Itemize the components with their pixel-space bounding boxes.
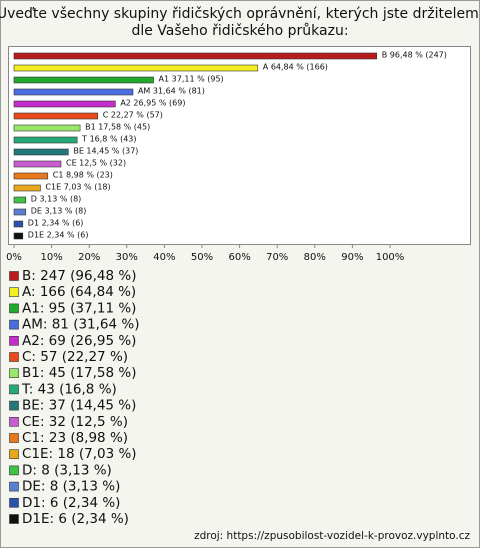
bar — [13, 148, 69, 156]
bar — [13, 232, 24, 240]
value-label: T 16,8 % (43) — [81, 135, 136, 144]
x-tick-label: 90% — [341, 252, 363, 263]
bar — [13, 220, 24, 228]
legend-label: B: 247 (96,48 %) — [22, 268, 136, 284]
legend-swatch — [9, 433, 19, 443]
value-label: B1 17,58 % (45) — [85, 123, 150, 132]
legend-label: D1E: 6 (2,34 %) — [22, 511, 129, 527]
bar — [13, 112, 99, 120]
legend-swatch — [9, 368, 19, 379]
chart-title: Uveďte všechny skupiny řidičských oprávn… — [0, 6, 480, 22]
chart-title: dle Vašeho řidičského průkazu: — [131, 23, 348, 39]
value-label: C 22,27 % (57) — [103, 111, 163, 120]
x-tick-label: 80% — [304, 252, 326, 263]
legend-label: C1: 23 (8,98 %) — [22, 430, 128, 446]
legend-swatch — [9, 335, 19, 346]
value-label: C1E 7,03 % (18) — [45, 183, 110, 192]
legend-swatch — [9, 497, 19, 508]
legend-swatch — [9, 271, 19, 281]
value-label: A2 26,95 % (69) — [120, 99, 185, 108]
legend-label: C: 57 (22,27 %) — [22, 349, 128, 365]
bar — [13, 76, 154, 84]
legend-swatch — [9, 287, 19, 298]
legend-label: DE: 8 (3,13 %) — [22, 479, 120, 495]
legend-label: B1: 45 (17,58 %) — [22, 365, 136, 381]
legend-label: D1: 6 (2,34 %) — [22, 495, 120, 511]
x-tick-label: 70% — [266, 252, 288, 263]
bar — [13, 100, 116, 108]
legend-swatch — [9, 465, 19, 476]
value-label: D1E 2,34 % (6) — [28, 231, 89, 240]
bar — [13, 172, 49, 180]
bar — [13, 208, 27, 216]
bar — [13, 88, 134, 96]
x-tick-label: 30% — [116, 252, 138, 263]
legend-swatch — [9, 514, 19, 524]
legend-label: BE: 37 (14,45 %) — [22, 398, 136, 414]
x-tick-label: 40% — [153, 252, 175, 263]
source: zdroj: https://zpusobilost-vozidel-k-pro… — [194, 530, 470, 542]
value-label: D 3,13 % (8) — [31, 195, 82, 204]
legend-label: A1: 95 (37,11 %) — [22, 300, 136, 316]
legend-swatch — [9, 352, 19, 362]
bar — [13, 196, 27, 204]
bar — [13, 136, 78, 144]
legend-swatch — [9, 384, 19, 395]
x-tick-label: 60% — [228, 252, 250, 263]
x-tick-label: 10% — [40, 252, 62, 263]
legend-swatch — [9, 416, 19, 427]
x-tick-label: 100% — [376, 252, 405, 263]
legend-label: D: 8 (3,13 %) — [22, 462, 112, 478]
legend-swatch — [9, 481, 19, 492]
bar — [13, 64, 259, 72]
value-label: CE 12,5 % (32) — [66, 159, 126, 168]
value-label: A 64,84 % (166) — [263, 63, 328, 72]
legend-label: A2: 69 (26,95 %) — [22, 333, 136, 349]
value-label: DE 3,13 % (8) — [31, 207, 87, 216]
x-tick-label: 50% — [191, 252, 213, 263]
bar — [13, 52, 378, 60]
value-label: A1 37,11 % (95) — [159, 75, 224, 84]
value-label: AM 31,64 % (81) — [138, 87, 205, 96]
legend-swatch — [9, 449, 19, 460]
legend-label: A: 166 (64,84 %) — [22, 284, 136, 300]
legend-swatch — [9, 400, 19, 411]
legend-label: C1E: 18 (7,03 %) — [22, 446, 137, 462]
bar — [13, 124, 81, 132]
legend-swatch — [9, 303, 19, 314]
value-label: C1 8,98 % (23) — [53, 171, 113, 180]
legend-label: T: 43 (16,8 %) — [21, 381, 117, 397]
x-tick-label: 0% — [6, 252, 22, 263]
value-label: BE 14,45 % (37) — [73, 147, 138, 156]
bar — [13, 184, 41, 192]
x-tick-label: 20% — [78, 252, 100, 263]
bar — [13, 160, 62, 168]
legend-swatch — [9, 319, 19, 330]
legend-label: CE: 32 (12,5 %) — [22, 414, 128, 430]
value-label: B 96,48 % (247) — [382, 51, 447, 60]
legend-label: AM: 81 (31,64 %) — [22, 317, 140, 333]
value-label: D1 2,34 % (6) — [28, 219, 84, 228]
